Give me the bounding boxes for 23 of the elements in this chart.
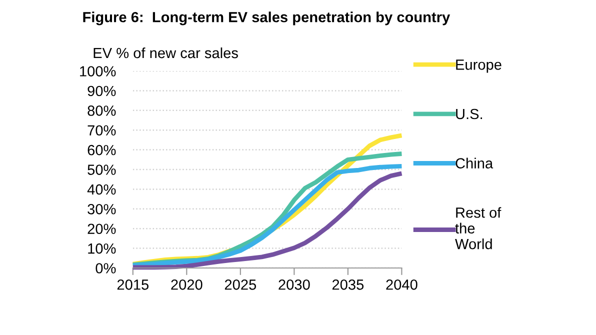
x-tick-label: 2040 — [386, 279, 418, 290]
legend-label: Europe — [456, 60, 502, 73]
legend-label: U.S. — [456, 108, 482, 120]
y-axis-title: EV % of new car sales — [94, 47, 238, 58]
y-tick-label: 20% — [88, 224, 116, 234]
x-tick-label: 2030 — [278, 279, 310, 290]
y-tick-label: 100% — [80, 66, 116, 76]
y-tick-label: 30% — [88, 204, 116, 214]
y-tick-label: 80% — [88, 106, 116, 116]
y-tick-label: 0% — [96, 263, 116, 274]
x-tick-label: 2035 — [332, 279, 364, 290]
chart-title: Figure 6: Long-term EV sales penetration by country — [83, 12, 450, 26]
legend-label: Rest of the World — [455, 207, 502, 250]
x-tick-label: 2020 — [171, 279, 202, 290]
x-tick-label: 2025 — [224, 279, 256, 290]
legend-label: China — [456, 158, 494, 168]
y-tick-label: 50% — [88, 164, 116, 175]
y-tick-label: 40% — [87, 184, 116, 195]
x-tick-label: 2015 — [117, 279, 149, 290]
y-tick-label: 60% — [88, 144, 116, 156]
y-tick-label: 90% — [88, 86, 116, 96]
y-tick-label: 70% — [88, 125, 116, 136]
y-tick-label: 10% — [88, 243, 116, 254]
